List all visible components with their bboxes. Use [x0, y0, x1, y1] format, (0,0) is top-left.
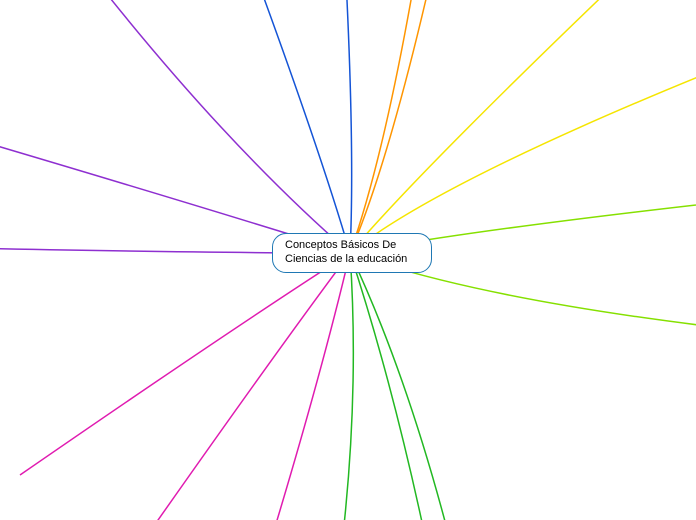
center-node-label: Conceptos Básicos De Ciencias de la educ… [285, 239, 407, 267]
center-node[interactable]: Conceptos Básicos De Ciencias de la educ… [272, 233, 432, 273]
branch-curve [265, 253, 350, 520]
branch-curve [345, 0, 352, 253]
branch-curve [340, 253, 353, 520]
branch-curve [350, 253, 455, 520]
branch-curve [130, 253, 350, 520]
branch-curve [350, 60, 696, 253]
branch-curve [350, 253, 430, 520]
branch-curve [250, 0, 350, 253]
